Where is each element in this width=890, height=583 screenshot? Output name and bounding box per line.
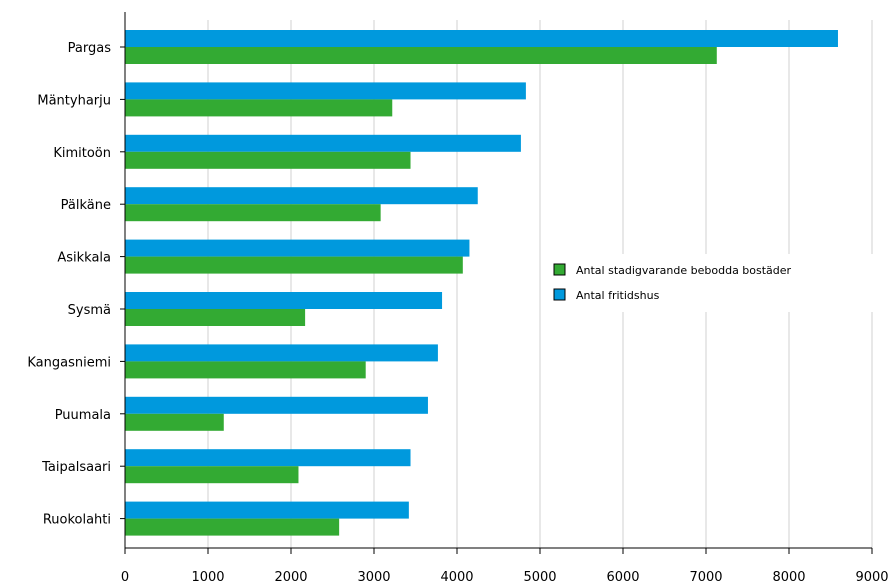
x-tick-label: 1000 xyxy=(191,570,224,583)
bar-fritidshus xyxy=(125,187,478,205)
bar-bostader xyxy=(125,518,340,536)
bar-bostader xyxy=(125,361,366,379)
bar-bostader xyxy=(125,466,299,484)
category-labels: Pargas Mäntyharju Kimitoön Pälkäne Asikkala S… xyxy=(27,41,111,528)
bar-bostader xyxy=(125,413,224,431)
bar-bostader xyxy=(125,47,717,64)
legend-background xyxy=(545,254,878,312)
legend-swatch xyxy=(553,263,566,276)
bar-bostader xyxy=(125,99,393,117)
bar-fritidshus xyxy=(125,501,409,519)
x-tick-label: 9000 xyxy=(855,570,888,583)
category-label: Asikkala xyxy=(57,251,111,266)
category-label: Pargas xyxy=(68,41,112,56)
x-tick-label: 4000 xyxy=(440,570,473,583)
x-tick-label: 7000 xyxy=(689,570,722,583)
x-tick-label: 2000 xyxy=(274,570,307,583)
bars xyxy=(125,30,838,536)
x-tick-label: 8000 xyxy=(772,570,805,583)
legend: Antal stadigvarande bebodda bostäder Anta… xyxy=(545,254,878,312)
x-tick-label: 6000 xyxy=(606,570,639,583)
legend-label: Antal fritidshus xyxy=(576,289,660,302)
bar-fritidshus xyxy=(125,292,443,309)
category-label: Mäntyharju xyxy=(37,93,111,108)
x-tick-label: 0 xyxy=(121,570,129,583)
bar-fritidshus xyxy=(125,396,428,414)
category-label: Pälkäne xyxy=(61,198,111,213)
bar-fritidshus xyxy=(125,344,438,362)
bar-fritidshus xyxy=(125,239,470,257)
category-label: Sysmä xyxy=(68,303,111,318)
category-label: Kimitoön xyxy=(53,146,111,161)
bar-bostader xyxy=(125,204,381,222)
tick-labels: 0 1000 2000 3000 4000 5000 6000 7000 8000 9000 xyxy=(121,570,889,583)
category-label: Taipalsaari xyxy=(41,460,111,475)
category-label: Kangasniemi xyxy=(27,355,111,370)
bar-fritidshus xyxy=(125,82,526,100)
bar-bostader xyxy=(125,151,411,169)
bar-fritidshus xyxy=(125,134,521,152)
bar-fritidshus xyxy=(125,30,838,47)
bar-bostader xyxy=(125,309,306,326)
bar-bostader xyxy=(125,256,463,274)
category-label: Ruokolahti xyxy=(43,513,111,528)
bar-fritidshus xyxy=(125,449,411,467)
category-label: Puumala xyxy=(55,408,111,423)
legend-swatch xyxy=(553,288,566,301)
axes xyxy=(120,12,873,554)
legend-label: Antal stadigvarande bebodda bostäder xyxy=(576,264,792,277)
x-tick-label: 3000 xyxy=(357,570,390,583)
x-tick-label: 5000 xyxy=(523,570,556,583)
